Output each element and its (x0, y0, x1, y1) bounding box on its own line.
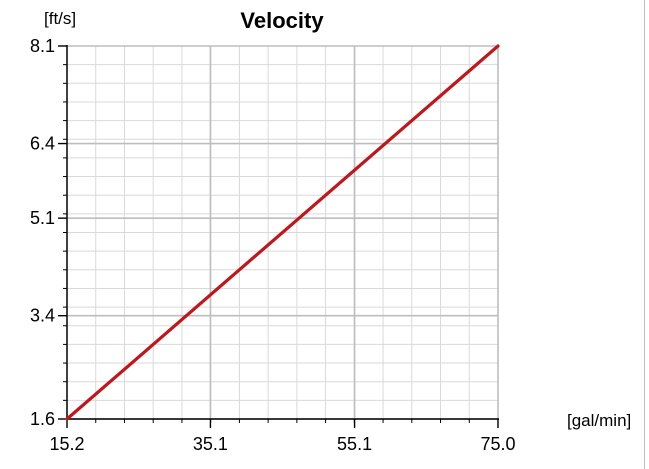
axes-layer (58, 45, 499, 428)
y-tick-label: 8.1 (30, 36, 55, 56)
x-tick-label: 75.0 (480, 434, 515, 454)
chart-title: Velocity (240, 8, 324, 33)
y-tick-label: 5.1 (30, 208, 55, 228)
y-axis-unit-label: [ft/s] (44, 9, 76, 28)
y-tick-label: 6.4 (30, 134, 55, 154)
series-layer (65, 44, 500, 421)
x-tick-label: 15.2 (49, 434, 84, 454)
x-tick-label: 55.1 (337, 434, 372, 454)
y-tick-label: 1.6 (30, 409, 55, 429)
right-edge-divider (644, 0, 645, 469)
x-tick-label: 35.1 (193, 434, 228, 454)
series-line (65, 44, 500, 421)
y-tick-label: 3.4 (30, 306, 55, 326)
x-axis-unit-label: [gal/min] (567, 411, 631, 430)
labels-layer: Velocity [ft/s] [gal/min] 15.2 35.1 55.1 75… (30, 8, 631, 454)
